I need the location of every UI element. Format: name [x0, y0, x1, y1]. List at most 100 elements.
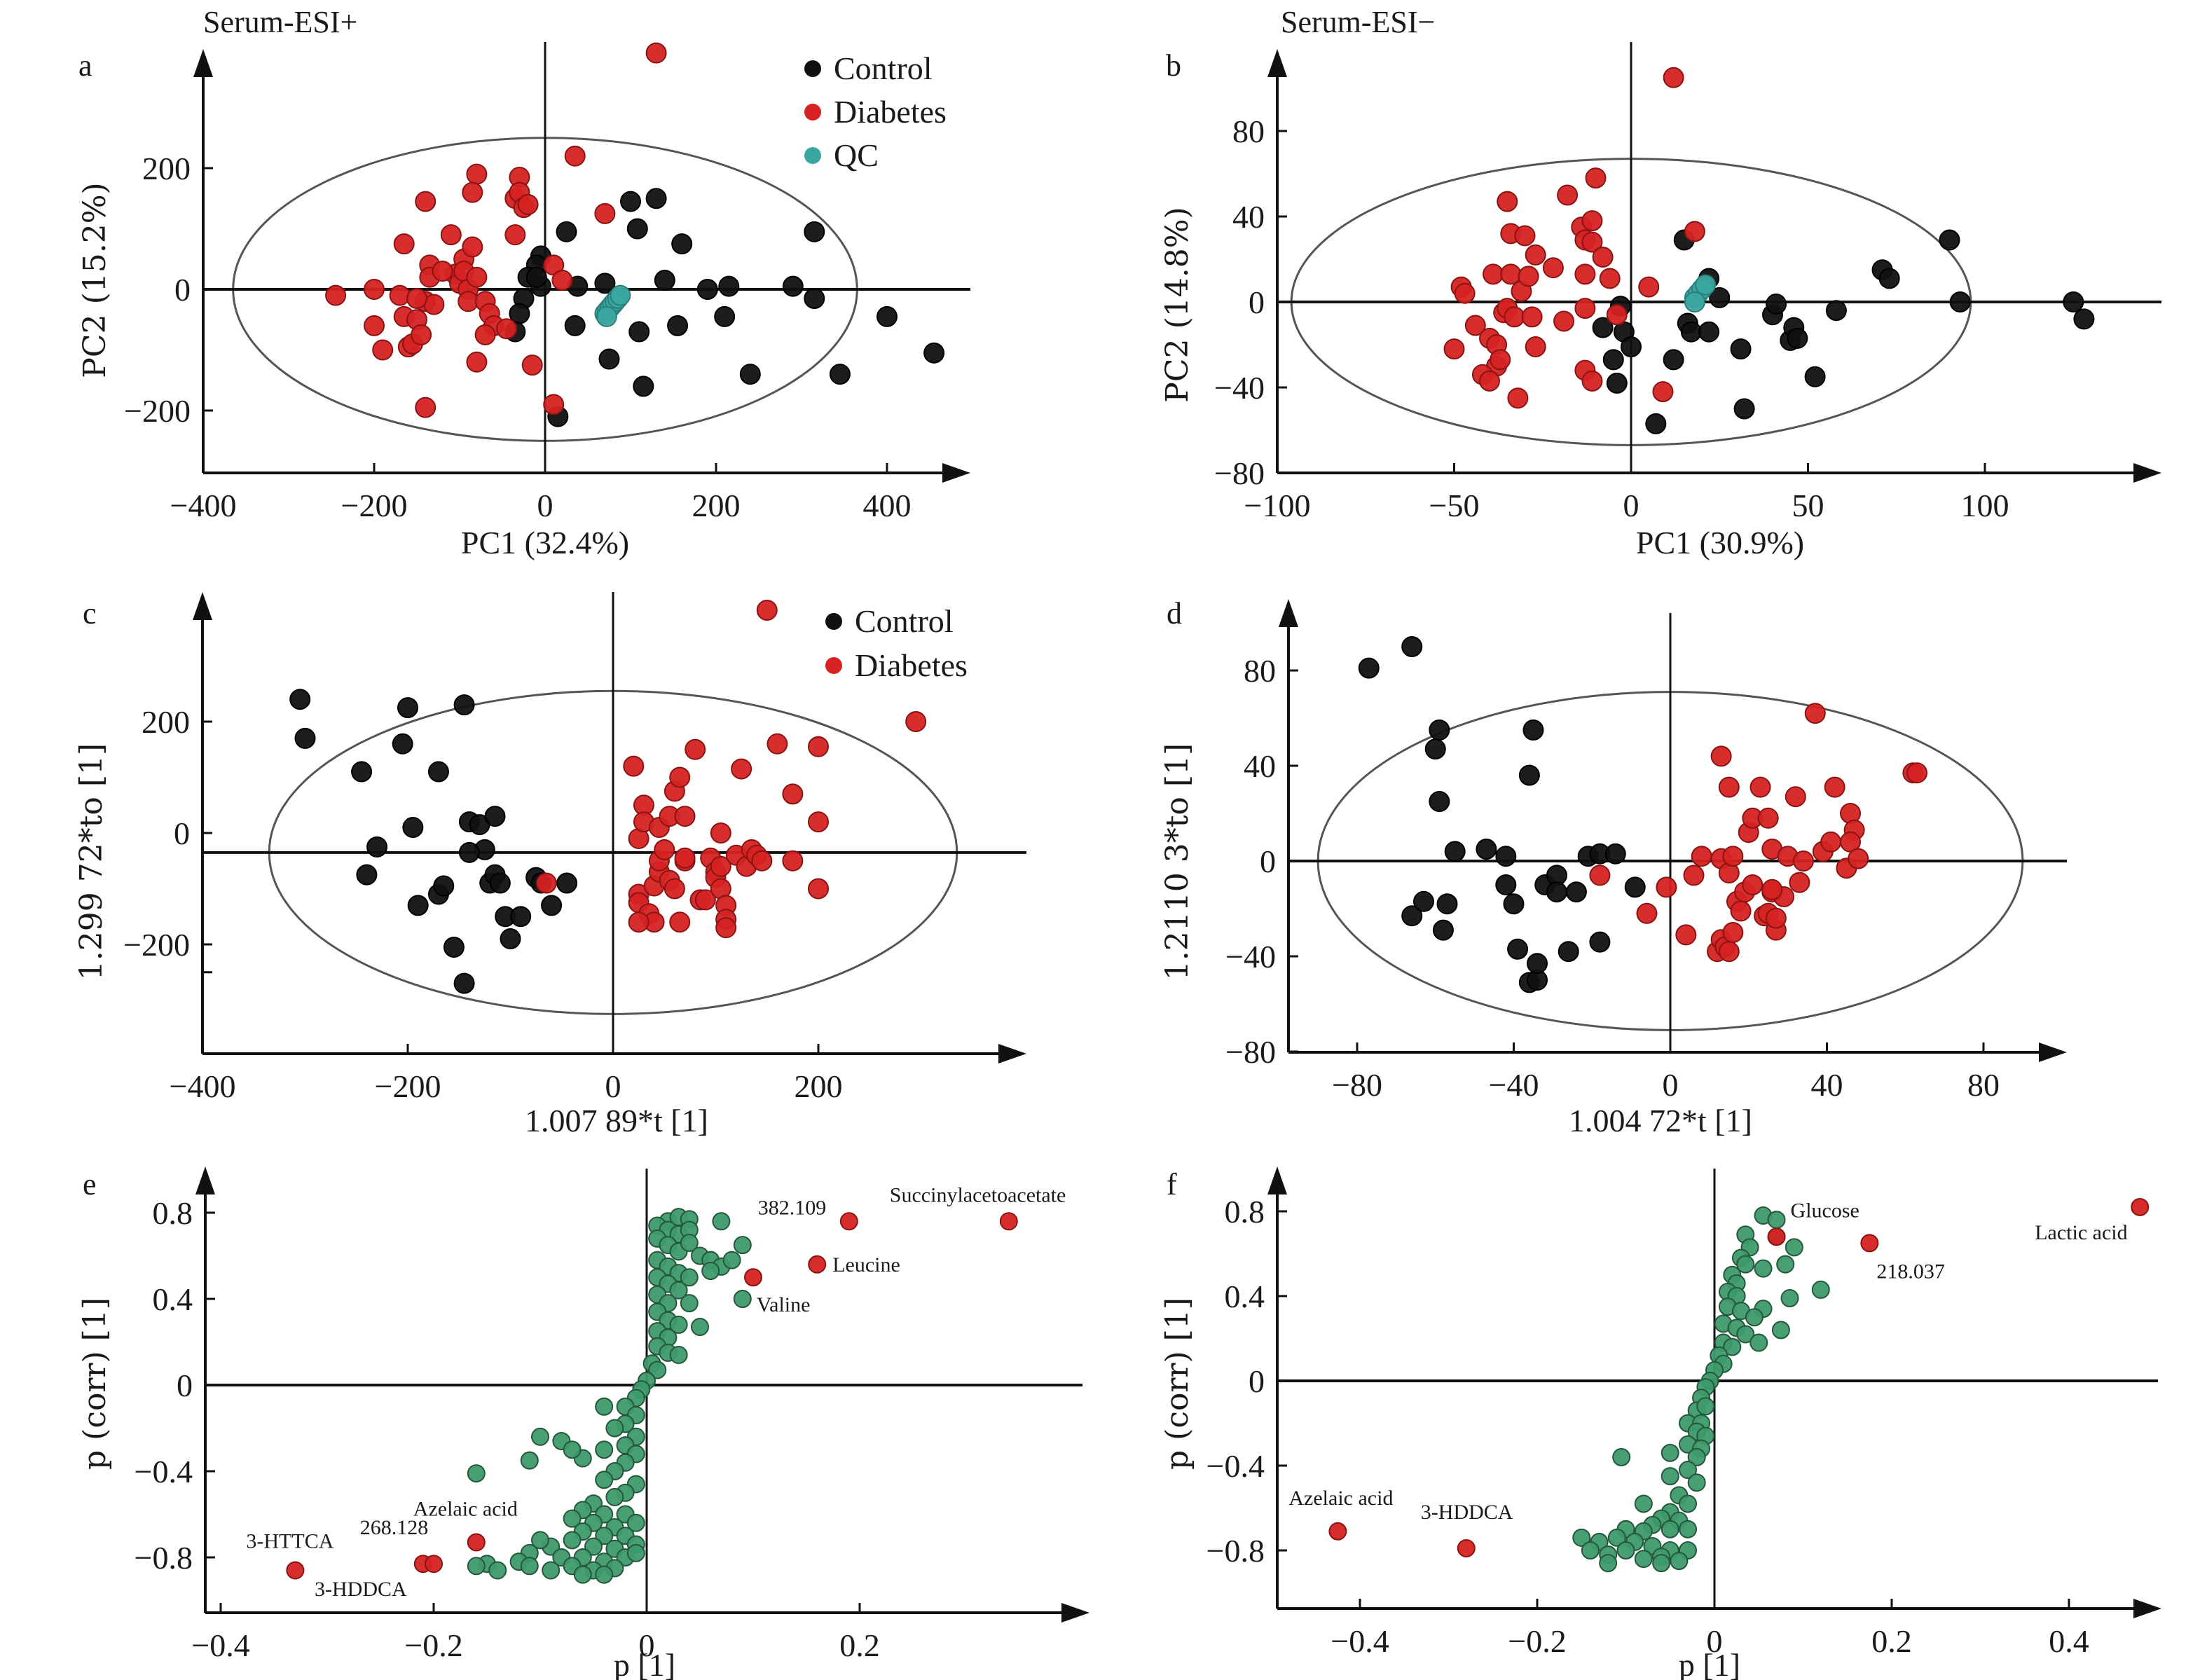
data-point [535, 872, 557, 894]
data-point [669, 1281, 688, 1300]
data-point [1722, 922, 1744, 943]
data-point [620, 191, 641, 212]
data-point [453, 694, 475, 716]
data-point [1820, 831, 1842, 853]
data-point [633, 376, 654, 397]
panel-letter: d [1167, 596, 1182, 631]
data-point [782, 850, 804, 872]
data-point [1581, 231, 1603, 253]
data-point [1581, 370, 1603, 392]
data-point [1730, 338, 1752, 360]
data-point [1527, 953, 1548, 975]
data-point [1621, 336, 1642, 358]
x-axis-arrow-icon [1061, 1603, 1089, 1623]
data-point [1483, 263, 1504, 285]
data-point [654, 270, 675, 291]
data-point [808, 878, 829, 900]
data-point [1661, 1443, 1679, 1462]
data-point [804, 221, 825, 242]
data-point [1824, 776, 1845, 798]
data-point [710, 855, 731, 877]
x-tick-label: −100 [1244, 488, 1311, 523]
data-point [674, 806, 696, 827]
data-point [1680, 321, 1702, 343]
y-axis-title: PC2 (14.8%) [1160, 207, 1195, 402]
data-point [1574, 298, 1596, 319]
data-point [1679, 1494, 1698, 1513]
x-tick-label: −200 [375, 1068, 441, 1104]
data-point [1709, 287, 1731, 308]
data-point [1507, 387, 1529, 409]
series-diabetes [325, 42, 667, 418]
y-axis-arrow-icon [193, 49, 213, 77]
data-point [1749, 1333, 1768, 1352]
data-point [1638, 276, 1660, 298]
data-point [474, 324, 496, 345]
x-tick-label: −400 [170, 1068, 236, 1104]
data-point [462, 181, 483, 203]
x-tick-label: −0.4 [191, 1627, 249, 1663]
data-point [584, 1537, 603, 1556]
data-point [427, 761, 449, 783]
x-axis-title: 1.004 72*t [1] [1569, 1103, 1752, 1138]
y-tick-label: −80 [1225, 1034, 1276, 1070]
x-axis-arrow-icon [2133, 1599, 2161, 1618]
data-point [1730, 900, 1752, 922]
panel-f: f p [1] p (corr) [1] −0.4 −0.2 0 0.2 0.4 −0.8… [1160, 1166, 2161, 1680]
data-point [294, 727, 316, 749]
legend: Control Diabetes [825, 603, 968, 683]
data-point [1771, 1321, 1790, 1340]
data-point [466, 266, 488, 288]
data-point [923, 342, 945, 364]
x-tick-label: 0.2 [839, 1627, 880, 1663]
data-point [1645, 413, 1667, 434]
x-tick-label: 200 [795, 1068, 843, 1104]
data-point [1542, 257, 1564, 279]
data-point [520, 1451, 539, 1470]
x-tick-label: 0 [537, 488, 554, 523]
x-tick-label: 400 [863, 488, 912, 523]
y-tick-label: 0 [1249, 284, 1265, 320]
panel-letter: c [83, 596, 97, 631]
data-point [1328, 1522, 1347, 1541]
y-tick-label: 40 [1244, 748, 1276, 784]
data-point [392, 733, 413, 755]
x-tick-label: −200 [341, 488, 408, 523]
data-point [563, 1440, 582, 1459]
data-point [1557, 184, 1579, 206]
data-point [1607, 1528, 1626, 1547]
data-point [1476, 839, 1497, 860]
data-point [433, 875, 455, 897]
data-point [1754, 1259, 1773, 1278]
data-point [1761, 879, 1783, 900]
data-point [510, 906, 532, 928]
data-point [415, 397, 436, 418]
y-tick-label: 0.4 [1225, 1279, 1265, 1314]
data-point [1553, 310, 1575, 332]
data-point [1787, 327, 1808, 349]
panel-title: Serum-ESI+ [203, 5, 357, 39]
point-annotation: Leucine [832, 1253, 900, 1276]
x-tick-label: −0.2 [1508, 1623, 1566, 1659]
data-point [1572, 1528, 1591, 1547]
x-axis-title: p [1] [1679, 1647, 1740, 1680]
series-qc [1684, 274, 1717, 312]
data-point [701, 1262, 720, 1281]
data-point [1454, 282, 1476, 304]
data-point [628, 911, 649, 933]
y-tick-label: 80 [1244, 653, 1276, 689]
data-point [1698, 321, 1720, 343]
data-point [751, 850, 773, 872]
data-point [594, 273, 616, 294]
data-point [626, 218, 648, 240]
data-point [1581, 210, 1603, 232]
data-point [804, 287, 825, 309]
data-point [595, 1565, 614, 1584]
data-point [1878, 268, 1900, 289]
data-point [500, 928, 521, 950]
data-point [286, 1561, 305, 1580]
panel-letter: f [1167, 1167, 1177, 1202]
legend-marker-control [804, 60, 821, 77]
x-tick-label: −0.2 [404, 1627, 462, 1663]
